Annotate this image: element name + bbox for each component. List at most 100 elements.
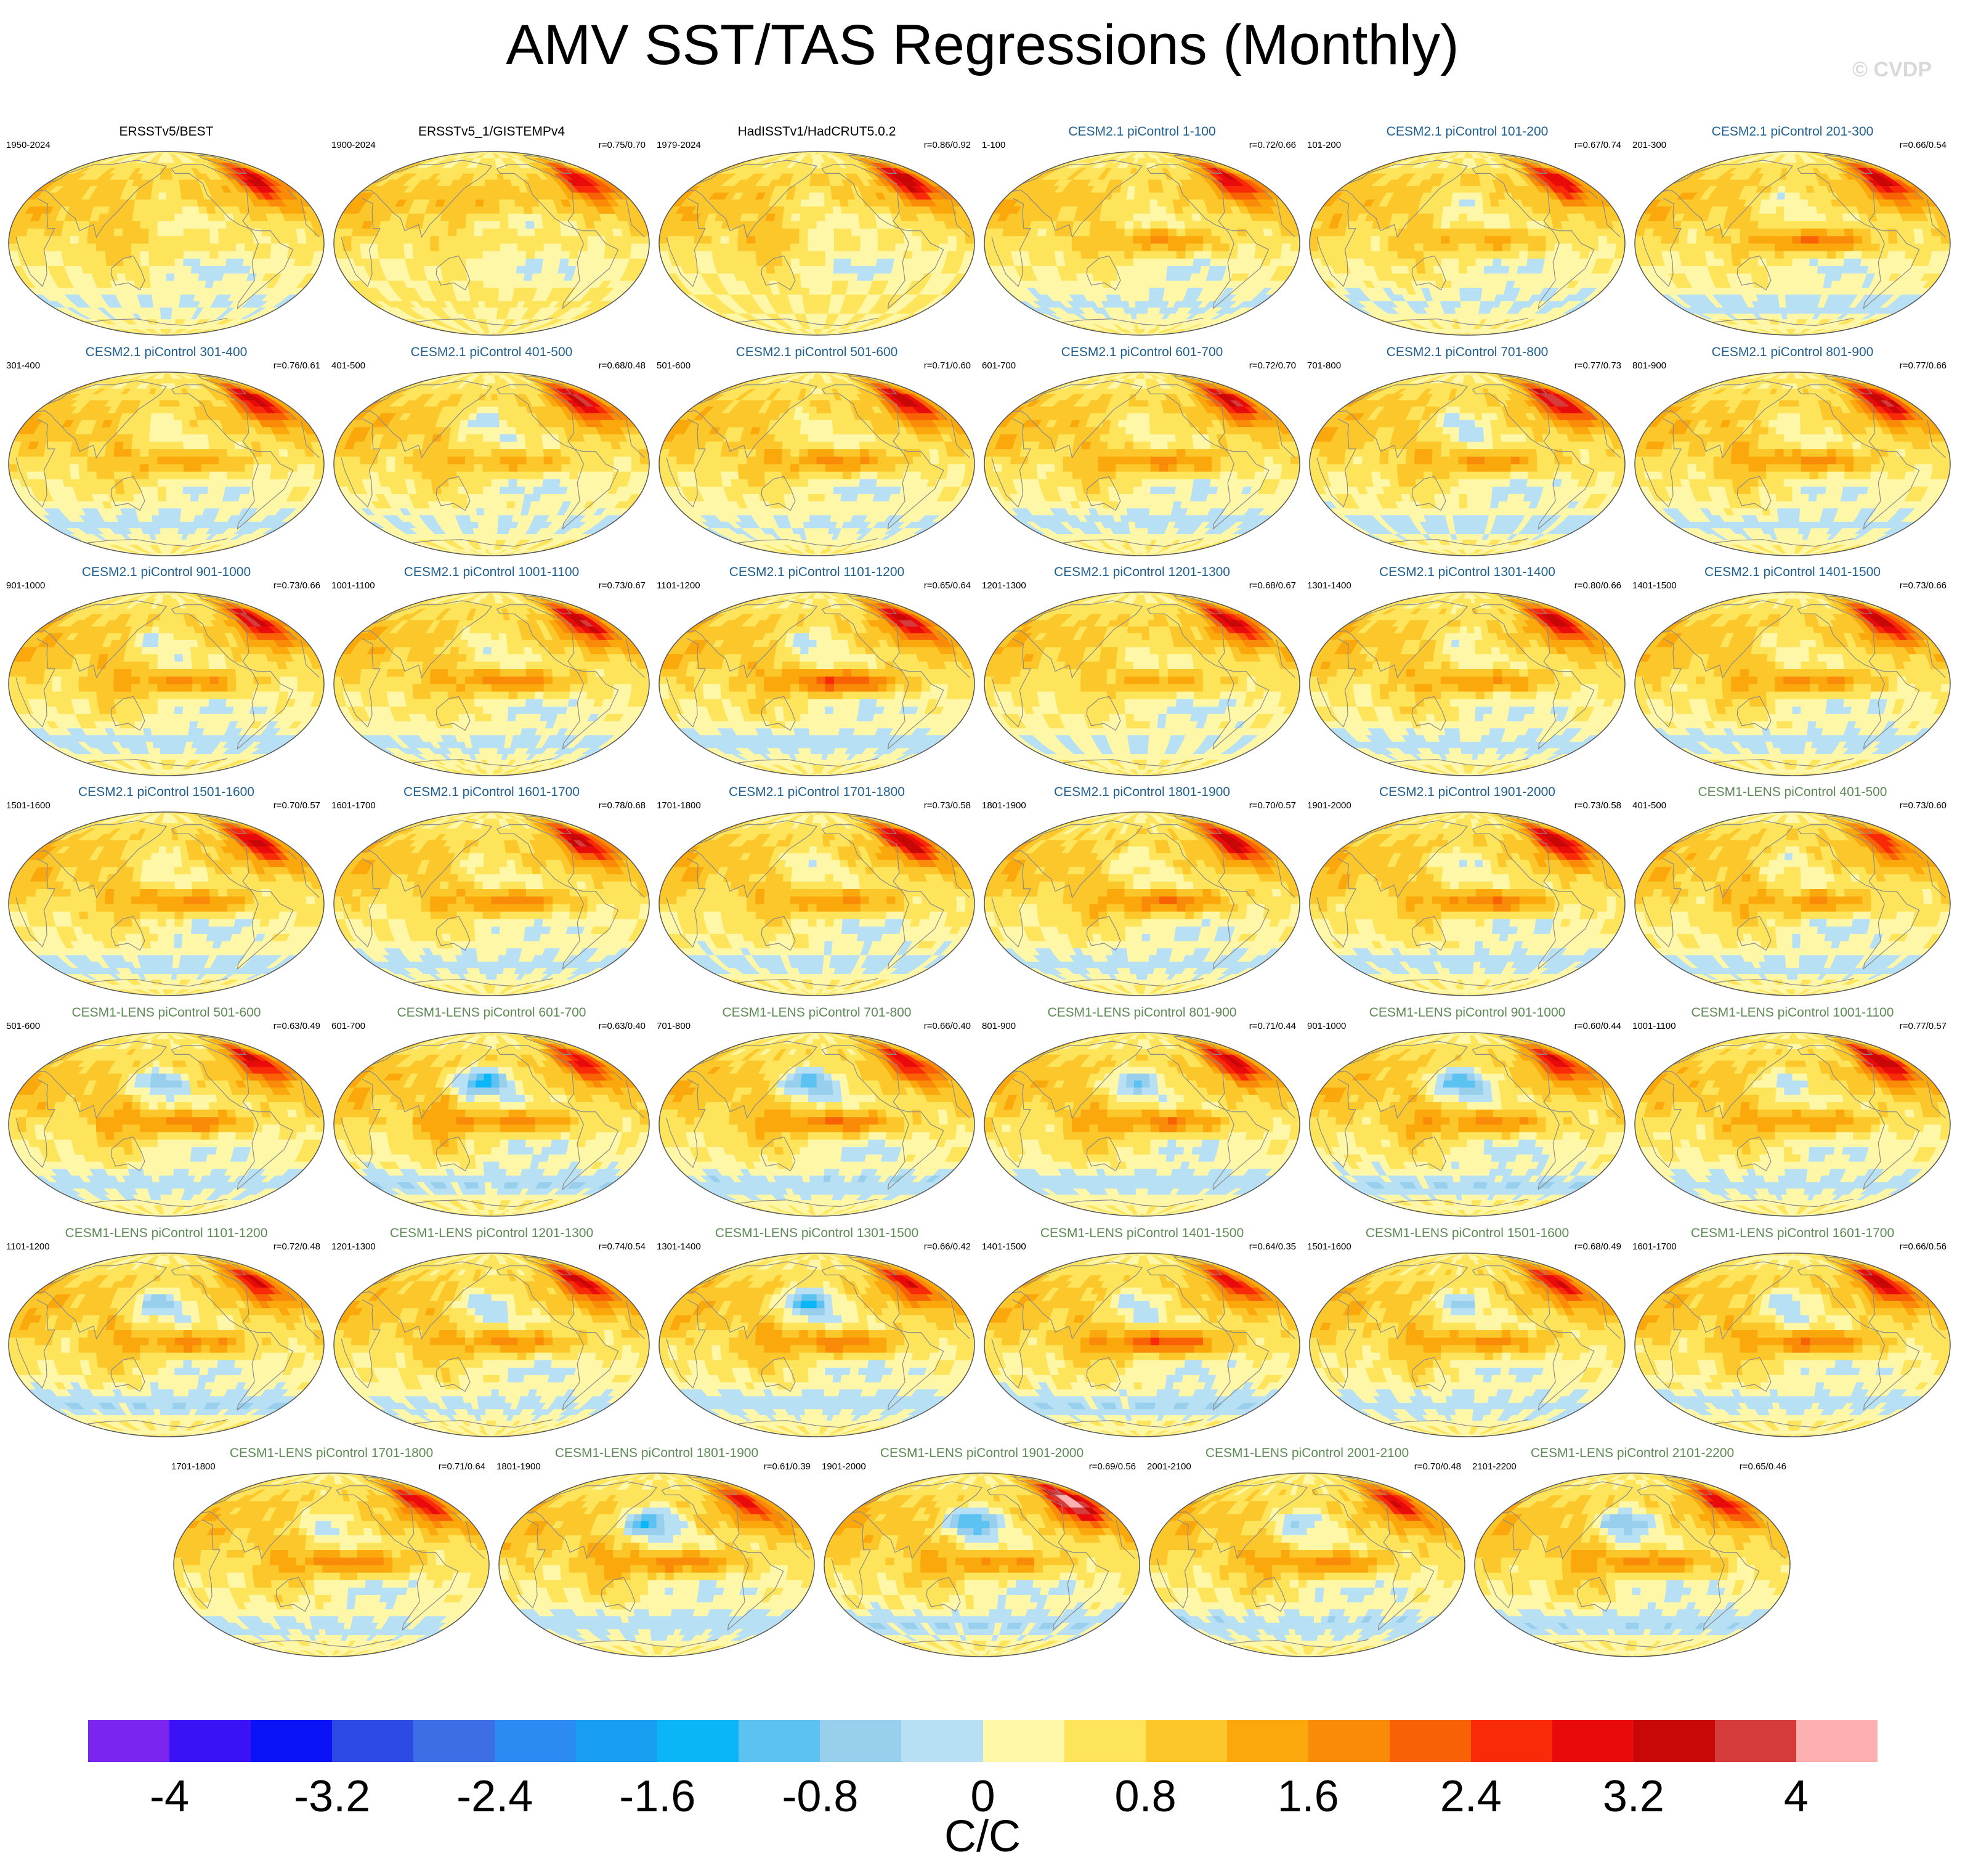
map-svg <box>173 1472 490 1657</box>
coastline <box>251 1639 393 1648</box>
map-panel: CESM1-LENS piControl 501-600 501-600 r=0.6… <box>6 1004 326 1220</box>
coastline <box>1012 1041 1273 1119</box>
coastline <box>1797 604 1920 750</box>
map-svg <box>1634 1253 1951 1437</box>
panel-correlation: r=0.70/0.57 <box>1249 800 1296 812</box>
map-border <box>1309 1032 1626 1217</box>
map-border <box>8 811 325 996</box>
map-panel: CESM1-LENS piControl 801-900 801-900 r=0.7… <box>982 1004 1302 1220</box>
coastline <box>411 1419 553 1428</box>
coastline <box>761 696 796 731</box>
coastline <box>171 604 294 750</box>
map-panel: CESM2.1 piControl 1801-1900 1801-1900 r=0.… <box>982 784 1302 999</box>
map-svg <box>984 811 1300 996</box>
map-svg <box>1634 151 1951 336</box>
coastline <box>1712 538 1854 547</box>
world-map <box>1307 149 1627 338</box>
map-panel: CESM1-LENS piControl 1701-1800 1701-1800 r… <box>171 1445 492 1660</box>
world-map <box>6 1251 326 1439</box>
coastline <box>1387 538 1529 547</box>
map-panel: CESM1-LENS piControl 1401-1500 1401-1500 r… <box>982 1225 1302 1440</box>
coastline <box>436 255 471 291</box>
map-panel: CESM1-LENS piControl 1501-1600 1501-1600 r… <box>1307 1225 1627 1440</box>
coastline <box>848 1036 897 1055</box>
map-svg <box>333 591 650 776</box>
coastline <box>821 384 944 530</box>
coastline <box>362 1476 412 1495</box>
map-panel: CESM2.1 piControl 1501-1600 1501-1600 r=0.… <box>6 784 326 999</box>
coastline <box>1498 815 1548 834</box>
world-map <box>657 1030 977 1219</box>
map-border <box>333 1032 650 1217</box>
coastline <box>1663 380 1924 459</box>
world-map <box>657 370 977 558</box>
panel-correlation: r=0.66/0.40 <box>924 1020 971 1033</box>
coastline <box>1712 758 1854 767</box>
coastline <box>991 1078 1295 1168</box>
regression-field <box>984 1253 1300 1437</box>
coastline <box>197 375 247 394</box>
panel-title: ERSSTv5_1/GISTEMPv4 <box>331 123 652 140</box>
coastline <box>848 155 897 174</box>
coastline <box>1823 155 1873 174</box>
regression-field <box>1635 372 1950 556</box>
panel-period: 1501-1600 <box>1307 1241 1351 1253</box>
coastline <box>496 384 619 530</box>
world-map <box>1307 1030 1627 1219</box>
colorbar-tick-label: 3.2 <box>1603 1772 1664 1821</box>
panel-correlation: r=0.61/0.39 <box>764 1461 811 1473</box>
coastline <box>1642 197 1946 287</box>
map-panel: CESM2.1 piControl 601-700 601-700 r=0.72/0… <box>982 344 1302 559</box>
coastline <box>1146 824 1270 970</box>
colorbar-units: C/C <box>0 1809 1965 1864</box>
map-border <box>984 151 1300 336</box>
panel-correlation: r=0.72/0.70 <box>1249 360 1296 372</box>
map-svg <box>8 372 325 556</box>
regression-field <box>1635 152 1950 335</box>
coastline <box>522 1256 572 1275</box>
panel-period: 1001-1100 <box>331 580 375 592</box>
coastline <box>197 595 247 614</box>
coastline <box>1576 1577 1611 1612</box>
colorbar-tick-label: -2.4 <box>456 1772 533 1821</box>
regression-field <box>1149 1473 1465 1657</box>
coastline <box>687 600 948 679</box>
map-panel: CESM1-LENS piControl 401-500 401-500 r=0.7… <box>1632 784 1953 999</box>
coastline <box>1012 380 1273 459</box>
coastline <box>687 1476 737 1495</box>
map-border <box>1634 591 1951 776</box>
coastline <box>1502 1481 1764 1560</box>
panel-period: 1979-2024 <box>657 139 701 152</box>
world-map <box>1632 810 1953 998</box>
map-panel: CESM1-LENS piControl 701-800 701-800 r=0.6… <box>657 1004 977 1220</box>
coastline <box>86 538 228 547</box>
coastline <box>1663 160 1924 238</box>
coastline <box>1642 418 1946 508</box>
coastline <box>1337 1261 1598 1340</box>
panel-period: 1601-1700 <box>331 800 376 812</box>
coastline <box>666 197 970 287</box>
panel-correlation: r=0.65/0.46 <box>1740 1461 1786 1473</box>
coastline <box>831 1519 1135 1609</box>
coastline <box>1173 815 1223 834</box>
panel-period: 1801-1900 <box>496 1461 541 1473</box>
panel-title: CESM2.1 piControl 1301-1400 <box>1307 564 1627 581</box>
coastline <box>15 858 320 948</box>
coastline <box>1316 418 1621 508</box>
regression-field <box>9 592 324 776</box>
map-border <box>1309 372 1626 556</box>
coastline <box>362 380 623 459</box>
coastline <box>1736 1357 1772 1392</box>
coastline <box>436 1357 471 1392</box>
regression-field <box>1310 592 1625 776</box>
map-panel: CESM2.1 piControl 1201-1300 1201-1300 r=0.… <box>982 564 1302 779</box>
coastline <box>1797 164 1920 309</box>
panel-correlation: r=0.70/0.48 <box>1414 1461 1461 1473</box>
colorbar-tick-label: 0 <box>970 1772 995 1821</box>
panel-period: 601-700 <box>331 1020 365 1033</box>
map-panel: HadISSTv1/HadCRUT5.0.2 1979-2024 r=0.86/0.… <box>657 123 977 339</box>
panel-title: CESM2.1 piControl 1901-2000 <box>1307 784 1627 801</box>
coastline <box>1173 595 1223 614</box>
coastline <box>1823 1036 1873 1055</box>
regression-field <box>334 1253 649 1437</box>
